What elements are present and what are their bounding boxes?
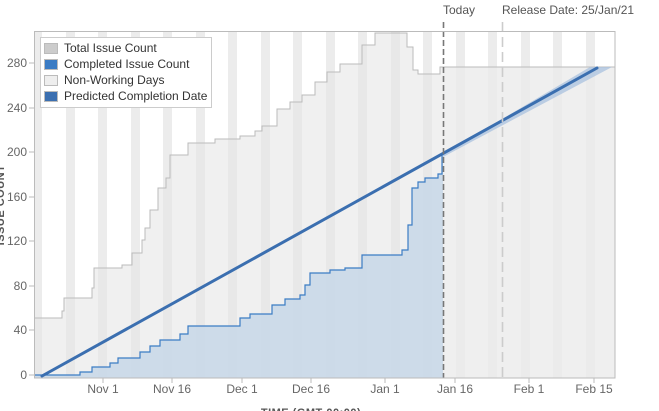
legend-label: Non-Working Days: [64, 73, 165, 87]
legend-label: Total Issue Count: [64, 41, 157, 55]
x-tick-label: Dec 16: [292, 382, 330, 396]
legend-swatch-icon: [44, 90, 58, 102]
legend-swatch-icon: [44, 74, 58, 86]
chart-legend: Total Issue Count Completed Issue Count …: [40, 37, 212, 108]
y-axis: [29, 62, 34, 376]
x-tick-label: Jan 16: [437, 382, 473, 396]
y-tick-label: 240: [7, 101, 27, 115]
legend-item-total[interactable]: Total Issue Count: [41, 40, 211, 56]
x-axis: [102, 378, 595, 383]
y-tick-label: 80: [14, 279, 28, 293]
legend-swatch-icon: [44, 42, 58, 54]
y-axis-title: ISSUE COUNT: [0, 165, 7, 246]
legend-item-completed[interactable]: Completed Issue Count: [41, 56, 211, 72]
legend-swatch-icon: [44, 58, 58, 70]
x-axis-title: TIME (GMT 00:00): [261, 407, 361, 411]
completed-issue-area: [34, 154, 443, 378]
plot-border: [34, 31, 616, 379]
x-tick-label: Nov 16: [153, 382, 191, 396]
legend-item-non-working[interactable]: Non-Working Days: [41, 72, 211, 88]
prediction-confidence-band: [443, 67, 612, 157]
x-tick-label: Jan 1: [370, 382, 400, 396]
y-tick-label: 200: [7, 145, 27, 159]
x-tick-label: Feb 1: [514, 382, 545, 396]
y-tick-label: 40: [14, 323, 28, 337]
x-tick-label: Feb 15: [575, 382, 613, 396]
total-issue-line: [34, 32, 615, 319]
predicted-completion-line: [40, 66, 599, 378]
legend-item-predicted[interactable]: Predicted Completion Date: [41, 88, 211, 104]
legend-label: Predicted Completion Date: [64, 89, 208, 103]
future-region: [443, 67, 615, 378]
x-tick-label: Dec 1: [226, 382, 258, 396]
y-tick-label: 160: [7, 190, 27, 204]
legend-label: Completed Issue Count: [64, 57, 190, 71]
y-tick-label: 280: [7, 56, 27, 70]
x-tick-label: Nov 1: [87, 382, 119, 396]
release-date-label: Release Date: 25/Jan/21: [502, 3, 634, 17]
today-label: Today: [443, 3, 475, 17]
completed-issue-line: [34, 154, 443, 376]
y-tick-label: 120: [7, 234, 27, 248]
y-tick-label: 0: [20, 368, 27, 382]
